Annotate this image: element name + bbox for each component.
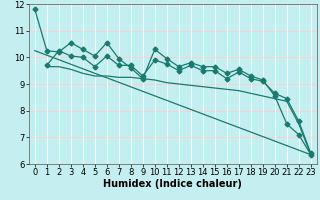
- X-axis label: Humidex (Indice chaleur): Humidex (Indice chaleur): [103, 179, 242, 189]
